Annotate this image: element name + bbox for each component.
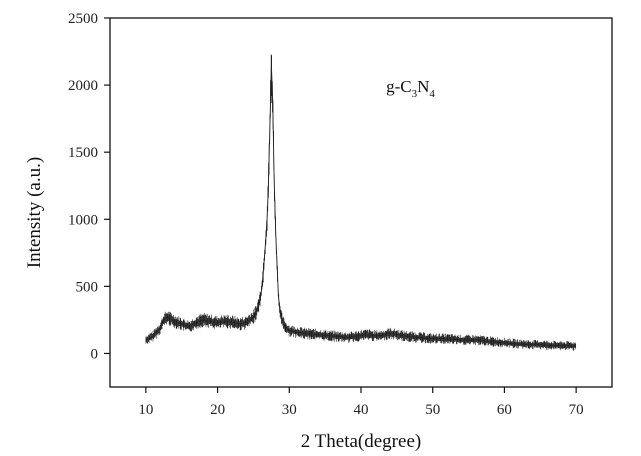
y-tick-label: 2500 — [68, 11, 98, 27]
annotation-part-2: N — [417, 77, 429, 96]
x-tick-label: 40 — [354, 402, 369, 418]
x-tick-label: 60 — [497, 402, 512, 418]
y-axis-title: Intensity (a.u.) — [24, 157, 45, 268]
plot-area: 0 500 1000 1500 2000 2500 10 20 30 40 50 60 70 — [68, 11, 613, 418]
x-axis-title: 2 Theta(degree) — [301, 431, 421, 452]
series-line — [145, 64, 577, 347]
series-noise — [145, 54, 576, 351]
y-tick-label: 2000 — [68, 78, 98, 94]
y-tick-label: 500 — [76, 279, 99, 295]
y-tick-label: 0 — [91, 346, 99, 362]
annotation-subscript-1: 3 — [412, 88, 418, 100]
annotation-part-1: g-C — [386, 77, 412, 96]
sample-annotation: g-C3N4 — [386, 77, 435, 100]
y-tick-label: 1500 — [68, 145, 98, 161]
x-tick-label: 30 — [282, 402, 297, 418]
x-tick-label: 20 — [210, 402, 225, 418]
x-tick-label: 70 — [569, 402, 584, 418]
x-tick-label: 10 — [138, 402, 153, 418]
annotation-subscript-2: 4 — [429, 88, 435, 100]
x-tick-label: 50 — [425, 402, 440, 418]
y-tick-label: 1000 — [68, 212, 98, 228]
